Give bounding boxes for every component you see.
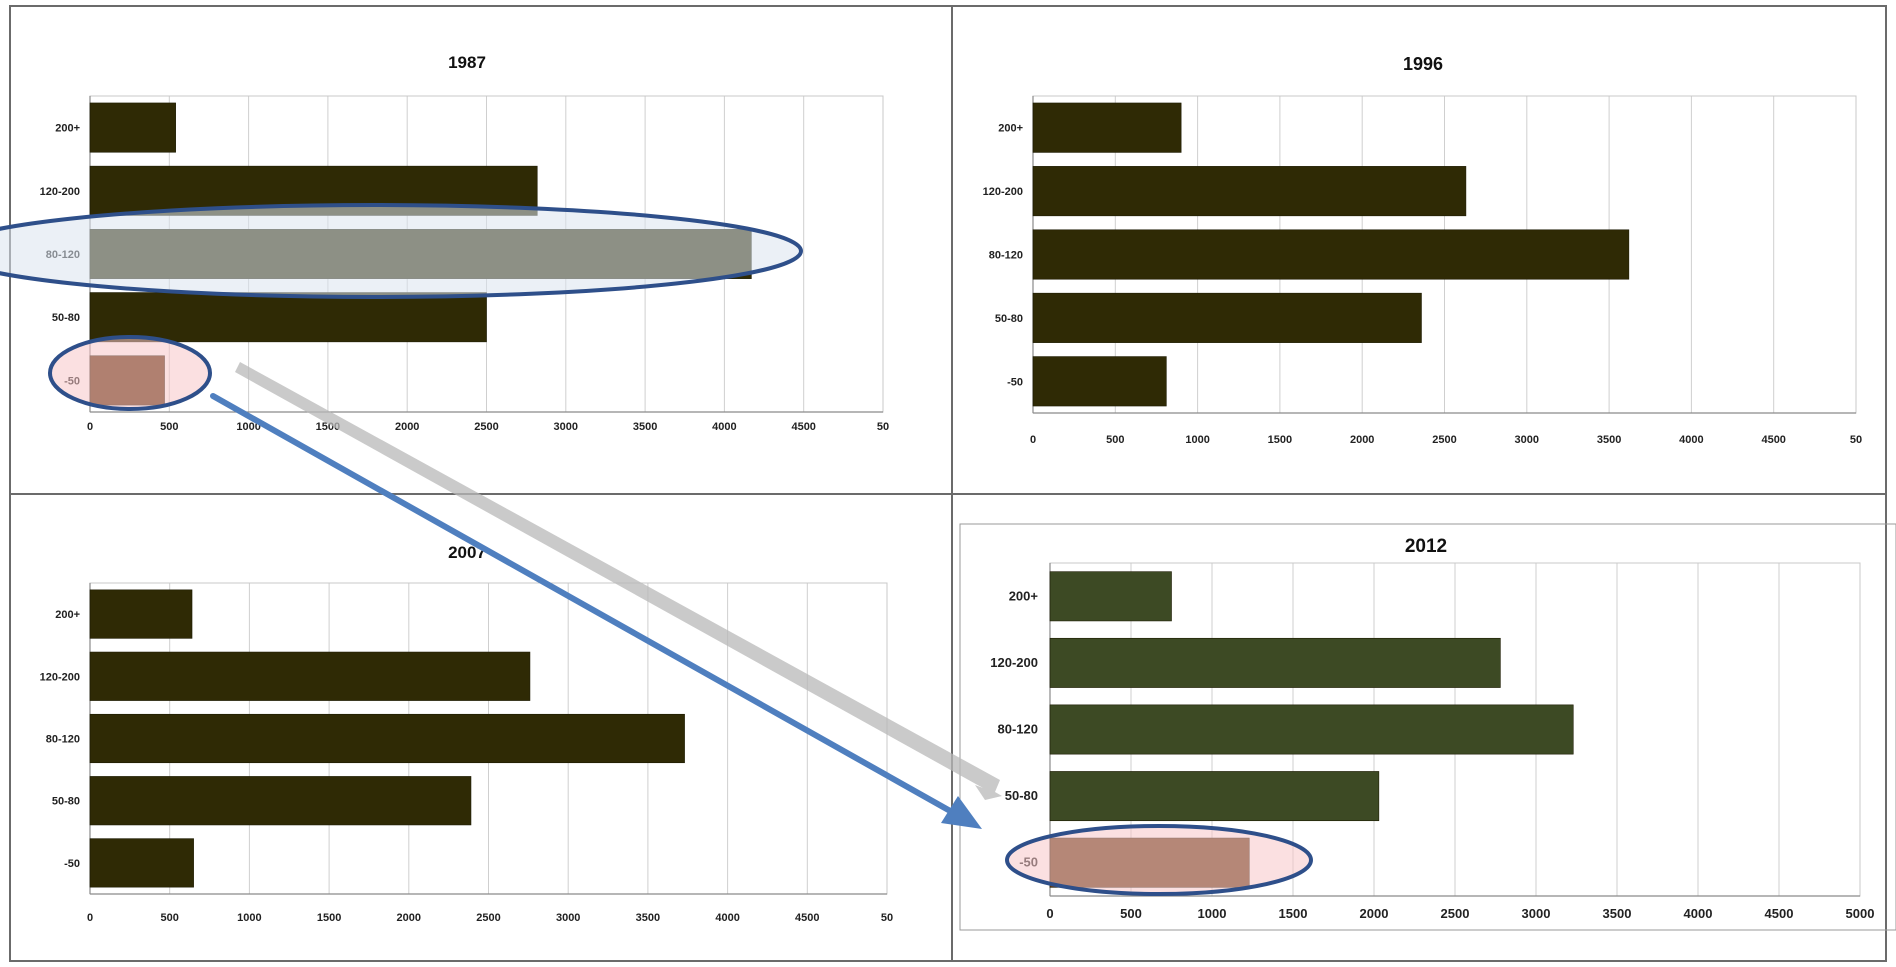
- x-tick-label: 2000: [1360, 906, 1389, 921]
- panel-frames: [9, 5, 1896, 962]
- x-tick-label: 500: [1106, 434, 1124, 446]
- x-tick-label: 500: [1120, 906, 1142, 921]
- bar-200plus: [89, 589, 193, 639]
- y-category-label: 80-120: [989, 250, 1023, 262]
- y-category-label: 200+: [1009, 588, 1039, 603]
- bar--50: [89, 838, 194, 888]
- y-category-label: 120-200: [990, 655, 1038, 670]
- x-tick-label: 50: [1850, 434, 1862, 446]
- y-category-label: -50: [1007, 376, 1023, 388]
- chart-title: 1987: [448, 53, 486, 72]
- x-tick-label: 1000: [236, 421, 260, 433]
- x-tick-label: 0: [87, 421, 93, 433]
- y-category-label: 200+: [998, 123, 1023, 135]
- x-tick-label: 2500: [1432, 434, 1456, 446]
- chart-1996: 1996 0 500 1000 1500 2000 2500 3000 3500 4000 4500…: [983, 54, 1863, 446]
- x-tick-label: 500: [161, 912, 179, 924]
- x-tick-label: 2500: [476, 912, 500, 924]
- y-category-label: -50: [64, 858, 80, 870]
- x-tick-label: 3500: [636, 912, 660, 924]
- bar-50-80: [1049, 771, 1380, 822]
- chart-title: 2012: [1405, 536, 1447, 557]
- x-tick-label: 4000: [1684, 906, 1713, 921]
- x-tick-label: 0: [1030, 434, 1036, 446]
- y-category-label: 50-80: [995, 313, 1023, 325]
- gray-arrow: [235, 362, 1002, 800]
- x-tick-label: 3000: [554, 421, 578, 433]
- x-tick-label: 5000: [1846, 906, 1875, 921]
- x-tick-label: 1500: [1268, 434, 1292, 446]
- x-tick-label: 3000: [556, 912, 580, 924]
- bar-120-200: [89, 651, 531, 701]
- highlight-ellipse-under50-2012: [1005, 824, 1313, 896]
- y-category-label: 200+: [55, 123, 80, 135]
- blue-arrow-shaft: [210, 393, 971, 824]
- x-tick-label: 2000: [1350, 434, 1374, 446]
- x-tick-label: 4000: [1679, 434, 1703, 446]
- x-tick-label: 1000: [1185, 434, 1209, 446]
- chart-2012-frame: [959, 523, 1896, 931]
- x-tick-label: 1000: [237, 912, 261, 924]
- x-tick-label: 2000: [397, 912, 421, 924]
- bar-50-80: [1032, 292, 1422, 343]
- bar-120-200: [1032, 166, 1467, 217]
- y-category-label: 50-80: [52, 796, 80, 808]
- x-tick-label: 4500: [1761, 434, 1785, 446]
- x-tick-label: 0: [1046, 906, 1053, 921]
- y-category-label: 120-200: [983, 186, 1023, 198]
- y-category-label: 50-80: [52, 312, 80, 324]
- chart-title: 2007: [448, 543, 486, 562]
- x-tick-label: 3000: [1522, 906, 1551, 921]
- x-tick-label: 1000: [1198, 906, 1227, 921]
- highlight-ellipse-80-120-1987: [0, 203, 803, 299]
- x-tick-label: 50: [877, 421, 889, 433]
- y-category-label: 120-200: [40, 671, 80, 683]
- x-tick-label: 4000: [712, 421, 736, 433]
- x-tick-label: 0: [87, 912, 93, 924]
- bar-200plus: [89, 102, 176, 153]
- x-tick-label: 500: [160, 421, 178, 433]
- chart-2007: 2007 0 500 1000 1500 2000 2500 3000 3500 4000 4500…: [40, 543, 894, 924]
- x-tick-label: 2500: [1441, 906, 1470, 921]
- bar-80-120: [1049, 704, 1574, 755]
- x-tick-label: 4500: [1765, 906, 1794, 921]
- highlight-ellipse-under50-1987: [48, 335, 212, 411]
- bar-200plus: [1032, 102, 1182, 153]
- bar-80-120: [89, 713, 685, 764]
- bar-80-120: [1032, 229, 1630, 280]
- blue-arrow-head: [941, 796, 982, 829]
- outer-frame: [9, 5, 1887, 962]
- annotations: [0, 203, 1313, 896]
- bar-200plus: [1049, 571, 1172, 622]
- x-tick-label: 3500: [633, 421, 657, 433]
- x-tick-label: 2000: [395, 421, 419, 433]
- y-category-label: 80-120: [998, 722, 1038, 737]
- x-tick-label: 1500: [317, 912, 341, 924]
- y-category-label: 120-200: [40, 186, 80, 198]
- x-tick-label: 4000: [715, 912, 739, 924]
- y-category-label: 200+: [55, 609, 80, 621]
- y-category-label: 50-80: [1005, 788, 1038, 803]
- bar-120-200: [1049, 637, 1501, 688]
- x-tick-label: 3000: [1515, 434, 1539, 446]
- x-tick-label: 4500: [791, 421, 815, 433]
- y-category-label: 80-120: [46, 734, 80, 746]
- x-tick-label: 50: [881, 912, 893, 924]
- x-tick-label: 3500: [1603, 906, 1632, 921]
- x-tick-label: 3500: [1597, 434, 1621, 446]
- x-tick-label: 1500: [1279, 906, 1308, 921]
- bar--50: [1032, 356, 1167, 407]
- bar-50-80: [89, 292, 487, 343]
- bar-50-80: [89, 776, 472, 826]
- x-tick-label: 4500: [795, 912, 819, 924]
- chart-title: 1996: [1403, 54, 1443, 74]
- x-tick-label: 2500: [474, 421, 498, 433]
